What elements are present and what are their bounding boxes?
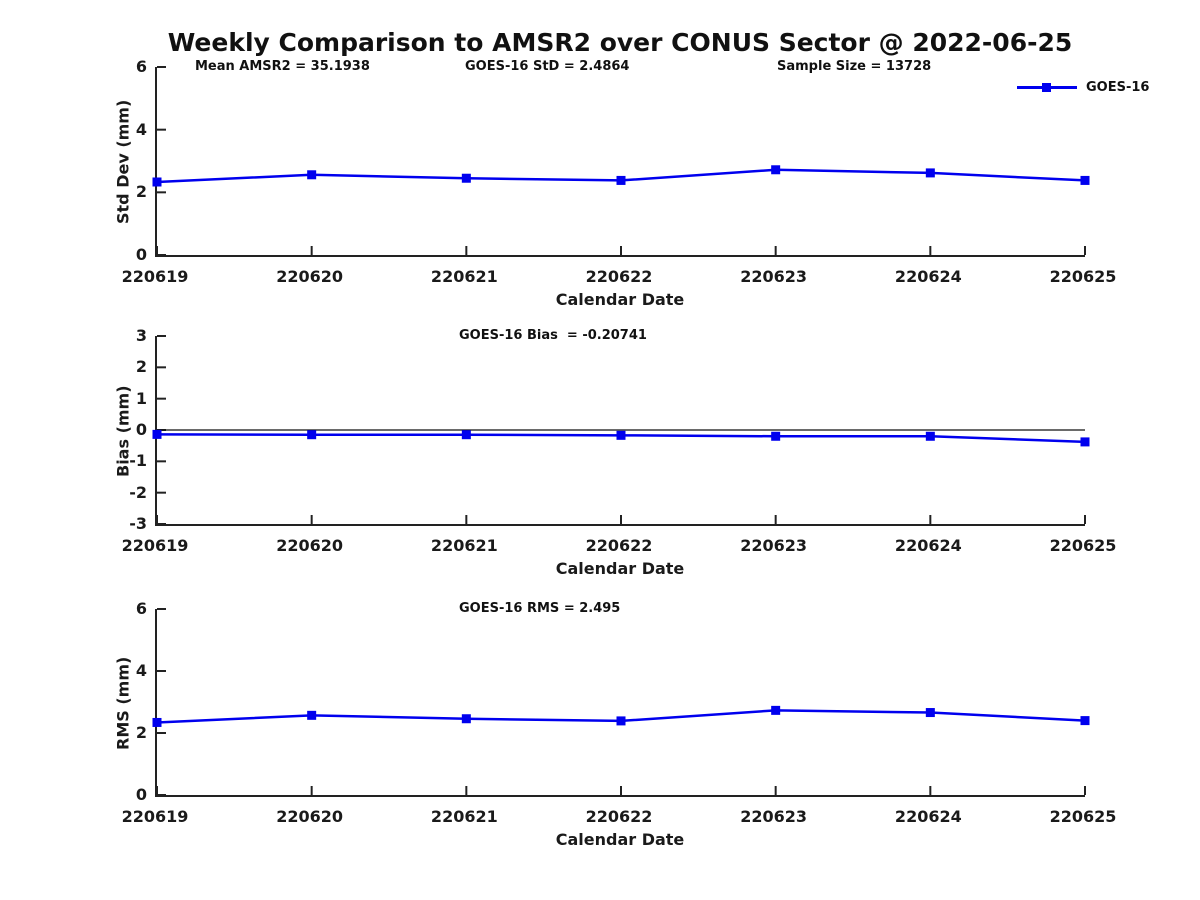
y-tick-label: 4 (135, 119, 147, 139)
x-axis-label-rms: Calendar Date (555, 830, 685, 849)
y-tick-label: 0 (135, 420, 147, 439)
data-point-marker (771, 431, 781, 441)
y-tick-label: -1 (129, 451, 147, 471)
x-tick-label: 220624 (894, 536, 962, 555)
legend-line-sample (1017, 83, 1077, 92)
x-tick-label: 220624 (894, 807, 962, 826)
x-tick-label: 220620 (276, 536, 344, 555)
x-tick-label: 220619 (121, 807, 189, 826)
x-axis-label-bias: Calendar Date (555, 559, 685, 578)
x-axis-label-stddev: Calendar Date (555, 290, 685, 309)
x-tick-label: 220620 (276, 807, 344, 826)
plot-area-stddev: Mean AMSR2 = 35.1938 GOES-16 StD = 2.486… (152, 59, 1149, 257)
annotation-goes16-bias: GOES-16 Bias = -0.20741 (459, 328, 647, 343)
y-tick-label: 0 (135, 245, 147, 264)
data-point-marker (616, 430, 626, 440)
x-tick-label: 220619 (121, 536, 189, 555)
legend-label-goes16: GOES-16 (1086, 80, 1150, 95)
data-point-marker (152, 717, 162, 727)
figure-title: Weekly Comparison to AMSR2 over CONUS Se… (167, 28, 1073, 57)
x-tick-label: 220625 (1049, 807, 1117, 826)
x-tick-label: 220623 (740, 267, 808, 286)
legend-marker-icon (1042, 83, 1051, 92)
y-tick-label: 6 (135, 57, 147, 76)
y-tick-labels-bias: 3 2 1 0 -1 -2 -3 (55, 326, 147, 533)
x-tick-label: 220622 (585, 536, 653, 555)
data-point-marker (461, 430, 471, 440)
data-point-marker (1080, 437, 1090, 447)
y-tick-label: -3 (129, 514, 147, 533)
data-point-marker (152, 429, 162, 439)
y-tick-labels-rms: 0 2 4 6 (55, 599, 147, 804)
x-tick-label: 220621 (430, 536, 498, 555)
data-point-marker (307, 430, 317, 440)
data-point-marker (925, 168, 935, 178)
data-point-marker (461, 173, 471, 183)
legend: GOES-16 (1017, 80, 1149, 95)
x-tick-label: 220623 (740, 807, 808, 826)
y-tick-label: 0 (135, 785, 147, 804)
y-tick-label: 2 (135, 182, 147, 202)
y-tick-label: 2 (135, 723, 147, 742)
x-tick-label: 220620 (276, 267, 344, 286)
chart-svg-bias (152, 335, 1090, 525)
x-tick-label: 220624 (894, 267, 962, 286)
x-tick-labels-bias: 220619 220620 220621 220622 220623 220624 2206… (122, 536, 1117, 556)
data-point-marker (1080, 175, 1090, 185)
chart-svg-stddev (152, 66, 1090, 256)
data-point-marker (925, 431, 935, 441)
data-point-marker (152, 177, 162, 187)
data-point-marker (771, 165, 781, 175)
annotation-sample-size: Sample Size = 13728 (777, 59, 932, 74)
x-tick-labels-rms: 220619 220620 220621 220622 220623 220624 2206… (122, 807, 1117, 827)
data-point-marker (616, 175, 626, 185)
data-point-marker (616, 716, 626, 726)
y-tick-label: 1 (135, 388, 147, 408)
data-point-marker (307, 170, 317, 180)
y-tick-label: -2 (129, 482, 147, 502)
x-tick-label: 220621 (430, 267, 498, 286)
plot-area-bias: GOES-16 Bias = -0.20741 (152, 328, 1090, 526)
x-tick-label: 220622 (585, 267, 653, 286)
x-tick-label: 220625 (1049, 267, 1117, 286)
annotation-goes16-rms: GOES-16 RMS = 2.495 (459, 601, 621, 616)
x-tick-label: 220622 (585, 807, 653, 826)
subplot-bias: Bias (mm) 3 2 1 0 -1 -2 -3 GOES-16 Bias = -0.2… (0, 326, 1200, 581)
annotation-goes16-std: GOES-16 StD = 2.4864 (465, 59, 630, 74)
x-tick-label: 220619 (121, 267, 189, 286)
annotation-mean-amsr2: Mean AMSR2 = 35.1938 (195, 59, 370, 74)
x-tick-label: 220623 (740, 536, 808, 555)
plot-area-rms: GOES-16 RMS = 2.495 (152, 601, 1090, 797)
chart-svg-rms (152, 608, 1090, 796)
x-tick-labels-stddev: 220619 220620 220621 220622 220623 220624 2206… (122, 267, 1117, 287)
y-tick-labels-stddev: 0 2 4 6 (55, 57, 147, 264)
data-point-marker (461, 714, 471, 724)
y-tick-label: 2 (135, 357, 147, 377)
y-tick-label: 4 (135, 661, 147, 680)
data-point-marker (307, 710, 317, 720)
x-tick-label: 220621 (430, 807, 498, 826)
y-tick-label: 3 (135, 326, 147, 345)
data-point-marker (925, 708, 935, 718)
data-point-marker (771, 705, 781, 715)
y-tick-label: 6 (135, 599, 147, 618)
x-tick-label: 220625 (1049, 536, 1117, 555)
data-point-marker (1080, 716, 1090, 726)
